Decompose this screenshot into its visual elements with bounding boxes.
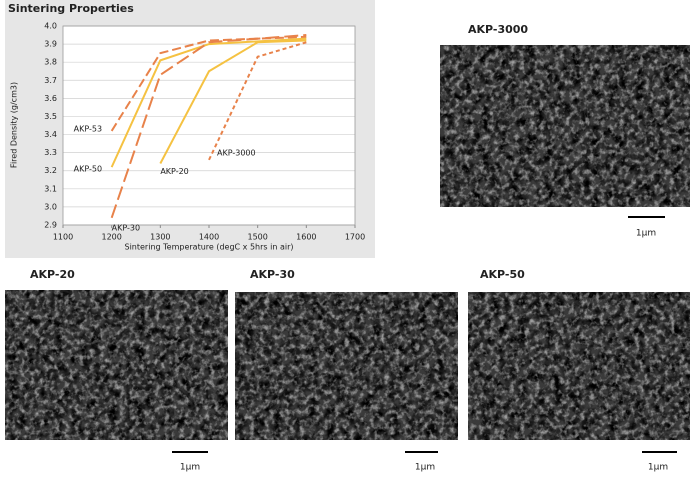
x-tick-label: 1100 — [53, 233, 73, 242]
series-label: AKP-3000 — [217, 148, 256, 157]
series-label: AKP-20 — [160, 167, 188, 176]
y-tick-label: 4.0 — [44, 22, 57, 31]
plot-area — [63, 26, 355, 225]
micrograph-highlights — [235, 292, 458, 440]
y-tick-label: 3.9 — [44, 40, 57, 49]
scale-label: 1μm — [648, 463, 668, 473]
y-tick-label: 3.8 — [44, 58, 57, 67]
chart-title: Sintering Properties — [8, 2, 134, 15]
y-tick-label: 3.3 — [44, 148, 57, 157]
plot-frame — [62, 25, 356, 226]
series-line — [208, 41, 307, 161]
micrograph-title: AKP-30 — [250, 268, 295, 281]
x-tick-label: 1700 — [345, 233, 365, 242]
y-tick-label: 3.5 — [44, 112, 57, 121]
scale-label: 1μm — [180, 463, 200, 473]
micrographs: AKP-3000 1μm AKP-20 1μm AKP-30 1μm AKP-50 1μm — [5, 23, 690, 473]
x-axis-label: Sintering Temperature (degC x 5hrs in ai… — [125, 243, 294, 252]
series-line — [110, 34, 307, 219]
y-tick-label: 3.1 — [44, 184, 57, 193]
micrograph-title: AKP-20 — [30, 268, 75, 281]
y-tick-label: 3.4 — [44, 130, 57, 139]
y-tick-label: 2.9 — [44, 221, 57, 230]
y-axis-label: Fired Density (g/cm3) — [10, 82, 19, 168]
micrograph-highlights — [468, 292, 690, 440]
x-tick-label: 1400 — [199, 233, 219, 242]
y-tick-label: 3.7 — [44, 76, 57, 85]
micrograph-title: AKP-50 — [480, 268, 525, 281]
series-label: AKP-53 — [74, 124, 102, 133]
x-tick-label: 1600 — [296, 233, 316, 242]
y-tick-label: 3.0 — [44, 202, 57, 211]
micrograph-highlights — [5, 290, 228, 440]
y-tick-label: 3.6 — [44, 94, 57, 103]
y-tick-label: 3.2 — [44, 166, 57, 175]
series-label: AKP-50 — [74, 165, 102, 174]
micrograph-title: AKP-3000 — [468, 23, 528, 36]
x-tick-label: 1200 — [101, 233, 121, 242]
scale-label: 1μm — [415, 463, 435, 473]
x-tick-label: 1500 — [247, 233, 267, 242]
series-label: AKP-30 — [112, 223, 140, 232]
x-tick-label: 1300 — [150, 233, 170, 242]
micrograph-highlights — [440, 45, 690, 207]
series-line — [159, 39, 307, 164]
scale-label: 1μm — [636, 229, 656, 239]
